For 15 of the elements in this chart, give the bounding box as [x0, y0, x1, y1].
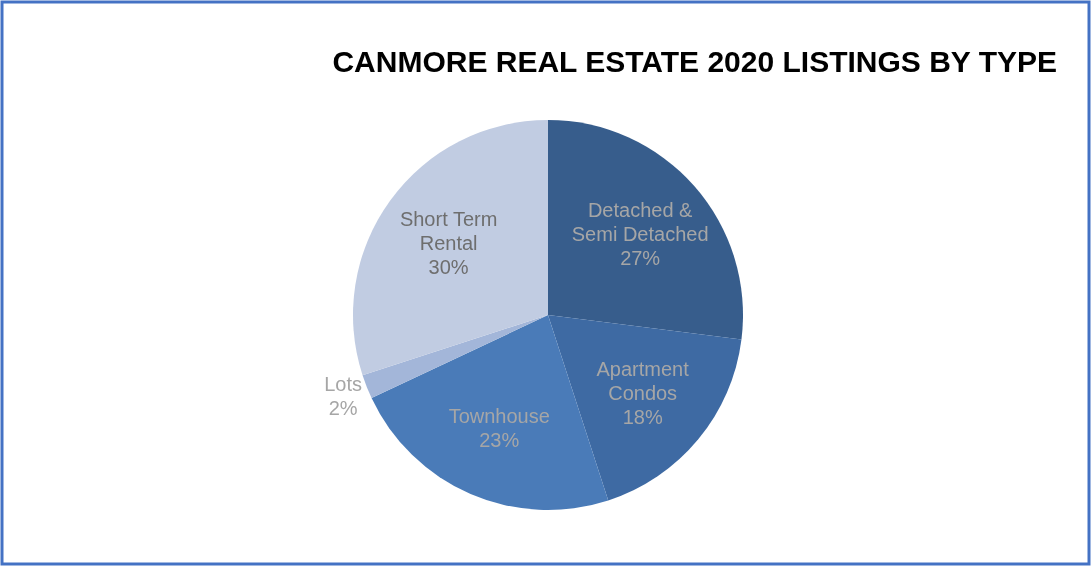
- pie-slice: [548, 120, 743, 340]
- slice-label: Lots: [324, 373, 363, 396]
- pie-slice: [362, 315, 548, 399]
- data-label: 23%: [479, 428, 520, 451]
- slice-label: Short Term Rental: [399, 207, 498, 254]
- data-label: 30%: [428, 255, 469, 278]
- slice-label: Townhouse: [448, 404, 550, 427]
- pie-slice: [548, 315, 742, 501]
- pie-slice: [353, 120, 548, 376]
- data-label: 18%: [622, 406, 663, 429]
- data-label: 2%: [328, 397, 358, 420]
- slice-label: Detached & Semi Detached: [571, 198, 709, 245]
- data-label: 27%: [620, 246, 661, 269]
- chart-title: CANMORE REAL ESTATE 2020 LISTINGS BY TYPE: [332, 45, 1057, 78]
- slice-label: Apartment Condos: [596, 358, 690, 405]
